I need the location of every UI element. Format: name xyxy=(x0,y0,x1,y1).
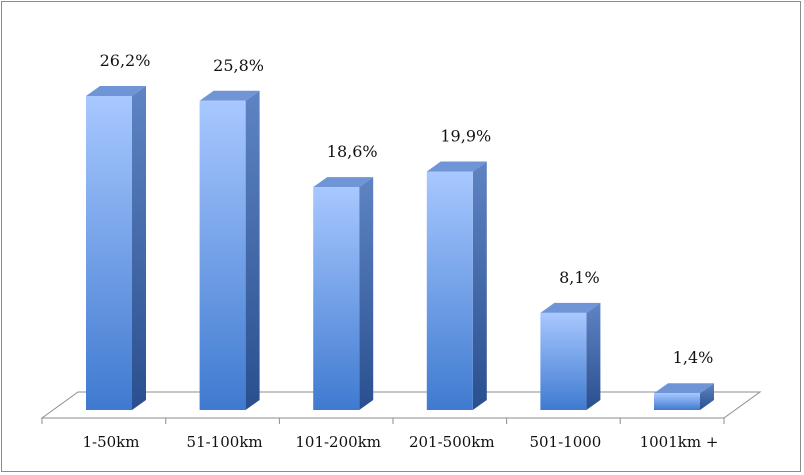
value-label: 19,9% xyxy=(440,127,491,146)
bars-group xyxy=(86,86,714,411)
bar-top xyxy=(199,90,260,101)
value-label: 1,4% xyxy=(673,348,714,367)
value-label: 18,6% xyxy=(327,142,378,161)
category-label: 101-200km xyxy=(295,433,381,451)
value-labels-group: 26,2% 25,8% 18,6% 19,9% 8,1% 1,4% xyxy=(100,51,714,367)
bar-2 xyxy=(199,90,260,411)
category-labels-group: 1-50km 51-100km 101-200km 201-500km 501-1000… xyxy=(41,417,725,451)
bar-6 xyxy=(654,383,714,410)
bar-front xyxy=(540,312,587,410)
category-label: 1001km + xyxy=(640,433,719,451)
bar-front xyxy=(654,393,700,410)
bar-5 xyxy=(540,302,601,410)
bar-front xyxy=(313,187,360,410)
category-label: 201-500km xyxy=(409,433,495,451)
bar-front xyxy=(86,96,132,410)
bar-front xyxy=(199,100,246,411)
bar-top xyxy=(654,383,714,394)
value-label: 25,8% xyxy=(213,56,264,75)
value-label: 8,1% xyxy=(559,268,600,287)
bar-side xyxy=(586,302,601,410)
bar-top xyxy=(313,177,374,188)
bar-top xyxy=(86,86,146,96)
bar-side xyxy=(359,177,374,410)
bar-side xyxy=(472,161,487,410)
chart-floor xyxy=(40,391,762,419)
bar-top xyxy=(426,161,487,172)
bar-top xyxy=(540,302,601,313)
bar-side xyxy=(700,383,714,410)
bar-side xyxy=(245,90,260,411)
category-label: 1-50km xyxy=(82,433,139,451)
bar-3 xyxy=(313,177,374,410)
bar-4 xyxy=(426,161,487,410)
category-label: 51-100km xyxy=(187,433,263,451)
bar-front xyxy=(426,171,473,410)
category-label: 501-1000 xyxy=(529,433,601,451)
bar-side xyxy=(132,86,146,410)
value-label: 26,2% xyxy=(100,51,151,70)
bar-1 xyxy=(86,86,146,410)
